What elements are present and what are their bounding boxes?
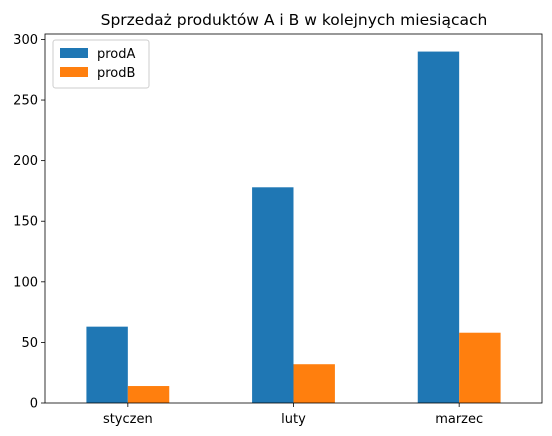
x-tick-label-styczen: styczen: [103, 412, 153, 427]
y-tick-label: 100: [13, 275, 38, 290]
legend-label-prodB: prodB: [97, 66, 135, 81]
bar-prodB-styczen: [127, 386, 170, 403]
y-tick-label: 250: [13, 94, 38, 109]
x-tick-label-luty: luty: [281, 412, 306, 427]
legend-label-prodA: prodA: [97, 47, 136, 62]
y-tick-label: 150: [13, 215, 38, 230]
y-tick-label: 300: [13, 33, 38, 48]
bar-prodB-luty: [293, 364, 335, 403]
legend-swatch-prodB: [60, 67, 88, 77]
y-tick-label: 50: [21, 336, 38, 351]
y-tick-label: 0: [30, 397, 38, 412]
bar-prodA-styczen: [86, 326, 128, 403]
x-tick-label-marzec: marzec: [435, 412, 483, 427]
bars-layer: [86, 51, 501, 403]
y-tick-label: 200: [13, 154, 38, 169]
bar-prodA-marzec: [417, 51, 460, 403]
bar-prodB-marzec: [459, 332, 501, 403]
axes-layer: 0 50 100 150 200 250 300 styczen luty marzec: [13, 33, 543, 427]
legend: prodA prodB: [52, 39, 150, 89]
chart-title: Sprzedaż produktów A i B w kolejnych mie…: [101, 11, 488, 29]
legend-swatch-prodA: [60, 48, 88, 58]
bar-prodA-luty: [252, 187, 294, 403]
